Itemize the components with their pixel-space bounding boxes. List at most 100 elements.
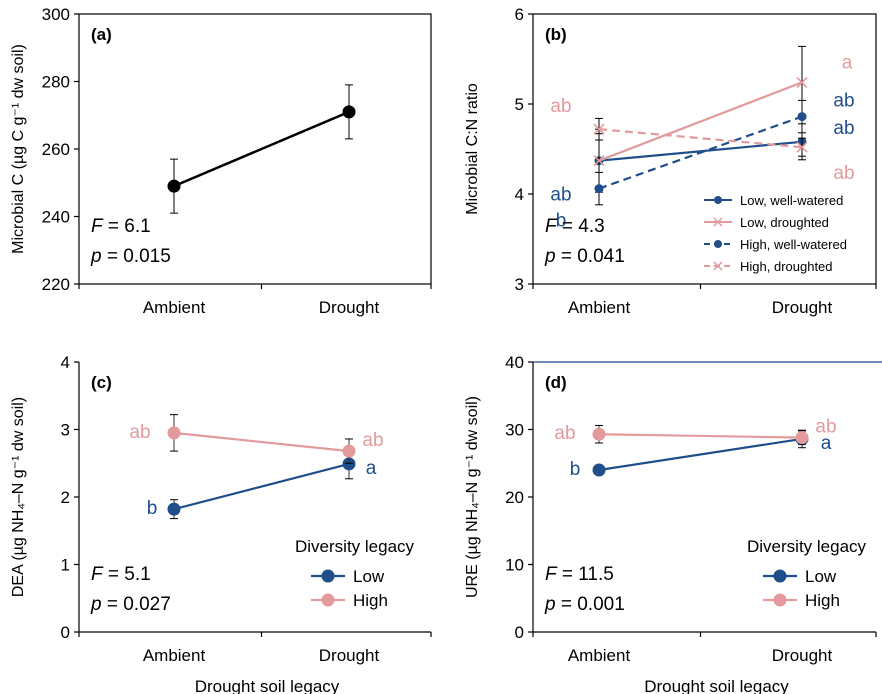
x-tick-label: Ambient — [568, 646, 631, 665]
stat-f-symbol: F — [545, 564, 558, 585]
series-line — [598, 115, 803, 190]
stat-f: F = 4.3 — [545, 216, 605, 237]
data-point — [795, 431, 809, 445]
data-point — [797, 112, 807, 122]
legend-label: High — [353, 591, 388, 610]
series-line — [598, 128, 803, 149]
panel-label: (d) — [545, 373, 567, 392]
y-tick-label: 4 — [61, 353, 70, 372]
series-line — [173, 431, 350, 453]
panel-b: 3 4 5 6 Ambient Drought Microbial C:N ratio (b)… — [464, 5, 877, 317]
series-3: ab ab — [550, 96, 854, 184]
significance-letter: b — [556, 211, 567, 232]
significance-letter: ab — [129, 422, 150, 443]
series-line — [173, 110, 350, 188]
stat-f: F = 5.1 — [91, 564, 151, 585]
legend-label: Low — [805, 567, 837, 586]
x-tick-label: Ambient — [568, 298, 631, 317]
y-axis-title: Microbial C (µg C g⁻¹ dw soil) — [10, 44, 27, 254]
panel-c: 0 1 2 3 4 Ambient Drought Drought soil legacy DE… — [10, 353, 432, 694]
y-tick-label: 300 — [42, 5, 70, 24]
legend-title: Diversity legacy — [747, 537, 867, 556]
significance-letter: ab — [833, 118, 854, 139]
significance-letter: ab — [833, 163, 854, 184]
series-1: ab ab — [554, 417, 837, 445]
legend: Low, well-watered Low, droughted High, wel… — [704, 193, 847, 274]
y-tick-label: 220 — [42, 275, 70, 294]
series-line — [598, 81, 803, 162]
x-tick-label: Drought — [319, 298, 380, 317]
data-point — [342, 457, 356, 471]
legend-marker — [773, 569, 787, 583]
stat-f: F = 11.5 — [545, 564, 614, 585]
significance-letter: ab — [550, 185, 571, 206]
panel-label: (b) — [545, 25, 567, 44]
data-point — [594, 184, 604, 194]
stat-p: p = 0.027 — [90, 594, 171, 615]
y-tick-label: 2 — [61, 488, 70, 507]
x-tick-label: Drought — [319, 646, 380, 665]
stat-f: F = 6.1 — [91, 216, 151, 237]
data-point — [167, 426, 181, 440]
plot-frame — [532, 13, 877, 285]
y-axis-title: Microbial C:N ratio — [464, 83, 481, 215]
y-tick-label: 0 — [61, 623, 70, 642]
y-tick-label: 6 — [515, 5, 524, 24]
significance-letter: a — [842, 52, 853, 73]
stat-p-symbol: p — [544, 246, 556, 267]
data-point — [342, 444, 356, 458]
y-tick-label: 30 — [505, 421, 524, 440]
marker-x — [796, 76, 808, 88]
stat-p-value: = 0.001 — [556, 594, 625, 615]
y-tick-label: 240 — [42, 208, 70, 227]
x-tick-label: Drought — [772, 646, 833, 665]
significance-letter: ab — [550, 96, 571, 117]
stat-p: p = 0.001 — [544, 594, 625, 615]
stat-p-value: = 0.027 — [102, 594, 171, 615]
legend-marker — [321, 569, 335, 583]
marker-x — [796, 141, 808, 153]
legend: Diversity legacy Low High — [295, 537, 415, 610]
stat-p: p = 0.015 — [90, 246, 171, 267]
significance-letter: a — [366, 458, 377, 479]
significance-letter: ab — [815, 417, 836, 438]
significance-letter: ab — [833, 91, 854, 112]
stat-f-symbol: F — [91, 564, 104, 585]
series-2: b ab — [556, 91, 855, 232]
data-point — [167, 179, 181, 193]
x-axis-title: Drought soil legacy — [644, 677, 789, 694]
legend-label: High, well-watered — [740, 237, 847, 252]
legend-label: High — [805, 591, 840, 610]
significance-letter: b — [570, 459, 581, 480]
stat-p-value: = 0.041 — [556, 246, 625, 267]
series-0: ba — [147, 448, 377, 519]
x-tick-label: Drought — [772, 298, 833, 317]
stat-p: p = 0.041 — [544, 246, 625, 267]
y-tick-label: 260 — [42, 140, 70, 159]
data-point — [592, 427, 606, 441]
panel-label: (a) — [91, 25, 112, 44]
stat-f-value: = 5.1 — [103, 564, 151, 585]
series-0 — [167, 84, 356, 214]
series-1: ab ab — [129, 414, 384, 464]
significance-letter: b — [147, 498, 158, 519]
y-tick-label: 1 — [61, 556, 70, 575]
y-tick-label: 3 — [61, 421, 70, 440]
panel-d: 0 10 20 30 40 Ambient Drought Drought soil lega… — [464, 353, 877, 694]
data-point — [342, 105, 356, 119]
legend-marker — [714, 240, 722, 248]
y-tick-label: 5 — [515, 95, 524, 114]
legend-label: Low — [353, 567, 385, 586]
stat-f-symbol: F — [91, 216, 104, 237]
legend-marker — [773, 593, 787, 607]
stat-f-symbol: F — [545, 216, 558, 237]
y-tick-label: 3 — [515, 275, 524, 294]
y-tick-label: 0 — [515, 623, 524, 642]
series-line — [598, 437, 803, 472]
y-tick-label: 10 — [505, 556, 524, 575]
panel-a: 220 240 260 280 300 Ambient Drought Microbial C… — [10, 5, 432, 317]
stat-f-value: = 11.5 — [557, 564, 614, 585]
plot-frame — [78, 13, 432, 285]
y-tick-label: 20 — [505, 488, 524, 507]
